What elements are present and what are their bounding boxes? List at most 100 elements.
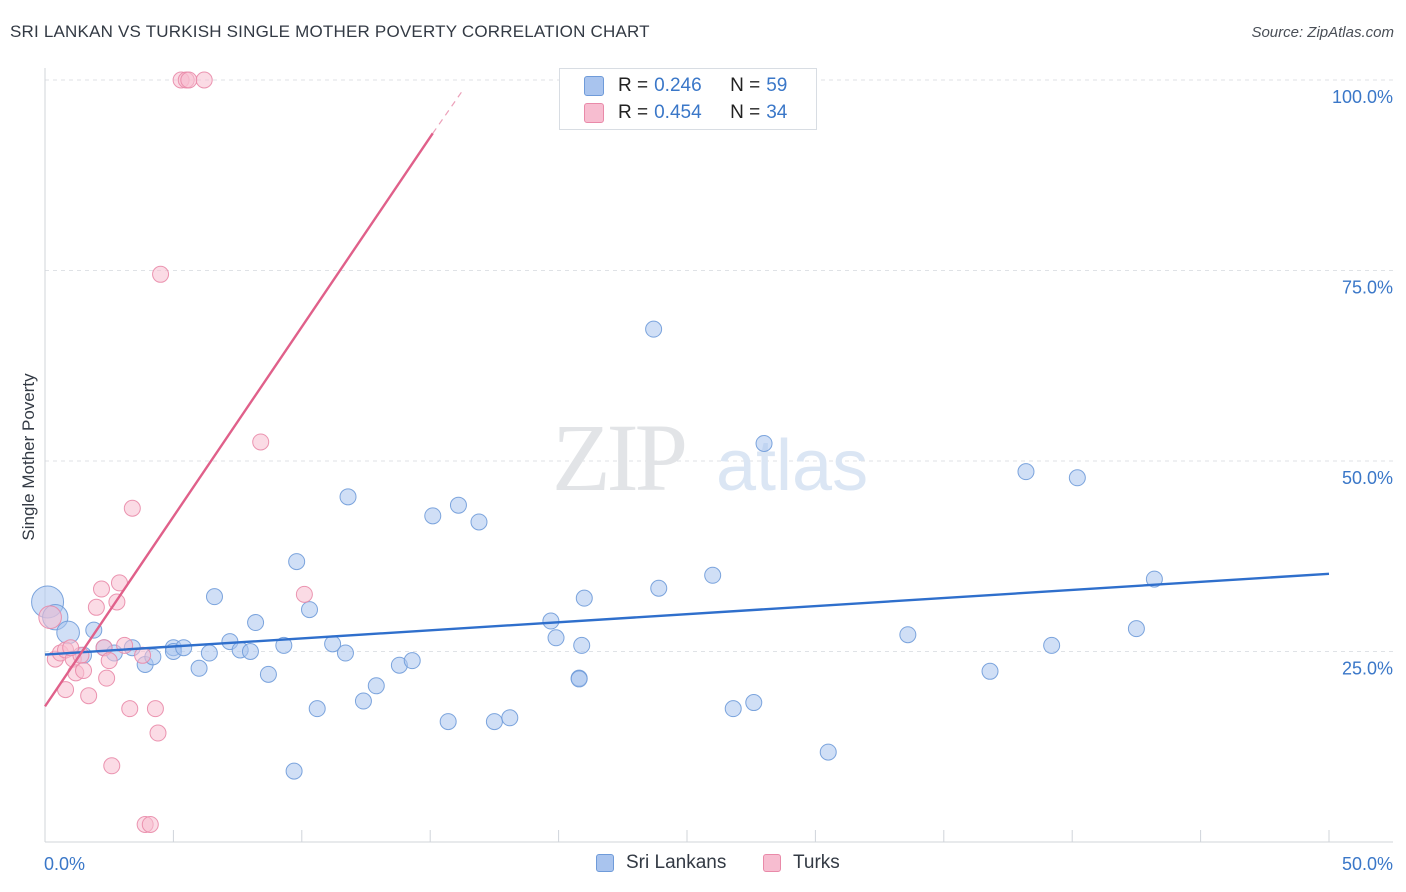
- sri-lankan-point: [175, 639, 193, 657]
- sri-lankan-point: [899, 626, 917, 644]
- sri-lankan-point: [547, 629, 565, 647]
- turk-point: [141, 815, 159, 833]
- turk-point: [121, 700, 139, 718]
- turk-point: [75, 662, 93, 680]
- sri-lankan-point: [439, 713, 457, 731]
- sri-lankan-point: [367, 677, 385, 695]
- sri-lankan-point: [247, 614, 265, 632]
- sri-lankan-point: [575, 589, 593, 607]
- sri-lankan-point: [354, 692, 372, 710]
- y-tick-label: 75.0%: [1342, 278, 1393, 298]
- sri-lankan-point: [200, 644, 218, 662]
- sri-lankan-point: [288, 553, 306, 571]
- y-tick-label: 25.0%: [1342, 659, 1393, 679]
- turk-point: [146, 700, 164, 718]
- legend-swatch-turks: [763, 854, 781, 872]
- sri-lankan-point: [308, 700, 326, 718]
- x-tick-label-min: 0.0%: [44, 854, 85, 874]
- sri-lankan-point: [542, 612, 560, 630]
- sri-lankan-point: [336, 644, 354, 662]
- stats-n-label: N =: [730, 102, 761, 123]
- y-tick-labels: 25.0% 50.0% 75.0% 100.0%: [1332, 87, 1393, 679]
- stats-n-value: 59: [766, 75, 788, 96]
- sri-lankans-points: [31, 320, 1163, 780]
- turks-points: [38, 71, 313, 833]
- sri-lankan-point: [275, 636, 293, 654]
- watermark-zip: ZIP: [552, 404, 685, 511]
- y-tick-label: 100.0%: [1332, 87, 1393, 107]
- sri-lankan-point: [259, 665, 277, 683]
- turk-point: [195, 71, 213, 89]
- sri-lankan-point: [745, 694, 763, 712]
- sri-lankan-point: [1127, 620, 1145, 638]
- sri-lankan-point: [573, 636, 591, 654]
- axes: [44, 68, 1393, 843]
- sri-lankan-point: [301, 601, 319, 619]
- y-tick-label: 50.0%: [1342, 468, 1393, 488]
- stats-r-value: 0.246: [654, 75, 702, 96]
- sri-lankan-point: [1068, 469, 1086, 487]
- sri-lankan-point: [449, 496, 467, 514]
- sri-lankan-point: [85, 621, 103, 639]
- turk-point: [295, 585, 313, 603]
- sri-lankan-point: [1145, 570, 1163, 588]
- correlation-stats-box: R = 0.246 N = 59 R = 0.454 N = 34: [559, 68, 817, 130]
- sri-lankan-point: [570, 670, 588, 688]
- turks-trend-extension: [432, 88, 465, 134]
- turk-point: [38, 605, 62, 630]
- turk-point: [92, 580, 110, 598]
- sri-lankan-point: [724, 700, 742, 718]
- turk-point: [87, 598, 105, 616]
- turk-point: [149, 724, 167, 742]
- y-axis-title: Single Mother Poverty: [19, 373, 38, 541]
- watermark-atlas: atlas: [716, 426, 868, 506]
- sri-lankans-trend-line: [44, 572, 1330, 656]
- sri-lankan-point: [704, 566, 722, 584]
- source-label: Source: ZipAtlas.com: [1251, 24, 1394, 41]
- stats-n-label: N =: [730, 75, 761, 96]
- turk-point: [252, 433, 270, 451]
- sri-lankan-point: [819, 743, 837, 761]
- turk-point: [123, 499, 141, 517]
- turk-point: [100, 652, 118, 670]
- sri-lankan-point: [485, 713, 503, 731]
- sri-lankan-point: [1017, 463, 1035, 481]
- stats-r-label: R =: [618, 102, 649, 123]
- x-tick-label-max: 50.0%: [1342, 854, 1393, 874]
- stats-row-turks: R = 0.454 N = 34: [584, 100, 788, 126]
- turks-trend-line: [44, 132, 434, 708]
- sri-lankan-point: [645, 320, 663, 338]
- legend-label: Turks: [793, 852, 840, 873]
- sri-lankan-point: [650, 579, 668, 597]
- sri-lankan-point: [403, 652, 421, 670]
- sri-lankan-point: [755, 434, 773, 452]
- stats-row-sri-lankans: R = 0.246 N = 59: [584, 73, 788, 99]
- stats-swatch-turks: [584, 103, 604, 123]
- turk-point: [152, 265, 170, 283]
- sri-lankan-point: [339, 488, 357, 506]
- stats-n-value: 34: [766, 102, 788, 123]
- sri-lankan-point: [470, 513, 488, 531]
- stats-r-label: R =: [618, 75, 649, 96]
- turk-point: [80, 687, 98, 705]
- sri-lankan-point: [424, 507, 442, 525]
- sri-lankan-point: [190, 659, 208, 677]
- legend-item-sri-lankans[interactable]: Sri Lankans: [596, 852, 726, 874]
- turk-point: [180, 71, 198, 89]
- legend-swatch-sri-lankans: [596, 854, 614, 872]
- x-ticks: [172, 830, 1330, 842]
- stats-swatch-sri-lankans: [584, 76, 604, 96]
- sri-lankan-point: [501, 709, 519, 727]
- chart-title: SRI LANKAN VS TURKISH SINGLE MOTHER POVE…: [10, 22, 650, 41]
- sri-lankan-point: [981, 662, 999, 680]
- stats-r-value: 0.454: [654, 102, 702, 123]
- sri-lankan-point: [205, 588, 223, 606]
- sri-lankan-point: [241, 643, 259, 660]
- sri-lankan-point: [1043, 636, 1061, 654]
- watermark: ZIP atlas: [552, 404, 868, 511]
- turk-point: [103, 757, 121, 775]
- legend-item-turks[interactable]: Turks: [763, 852, 840, 874]
- chart-legend: Sri Lankans Turks: [0, 850, 1406, 880]
- legend-label: Sri Lankans: [626, 852, 727, 873]
